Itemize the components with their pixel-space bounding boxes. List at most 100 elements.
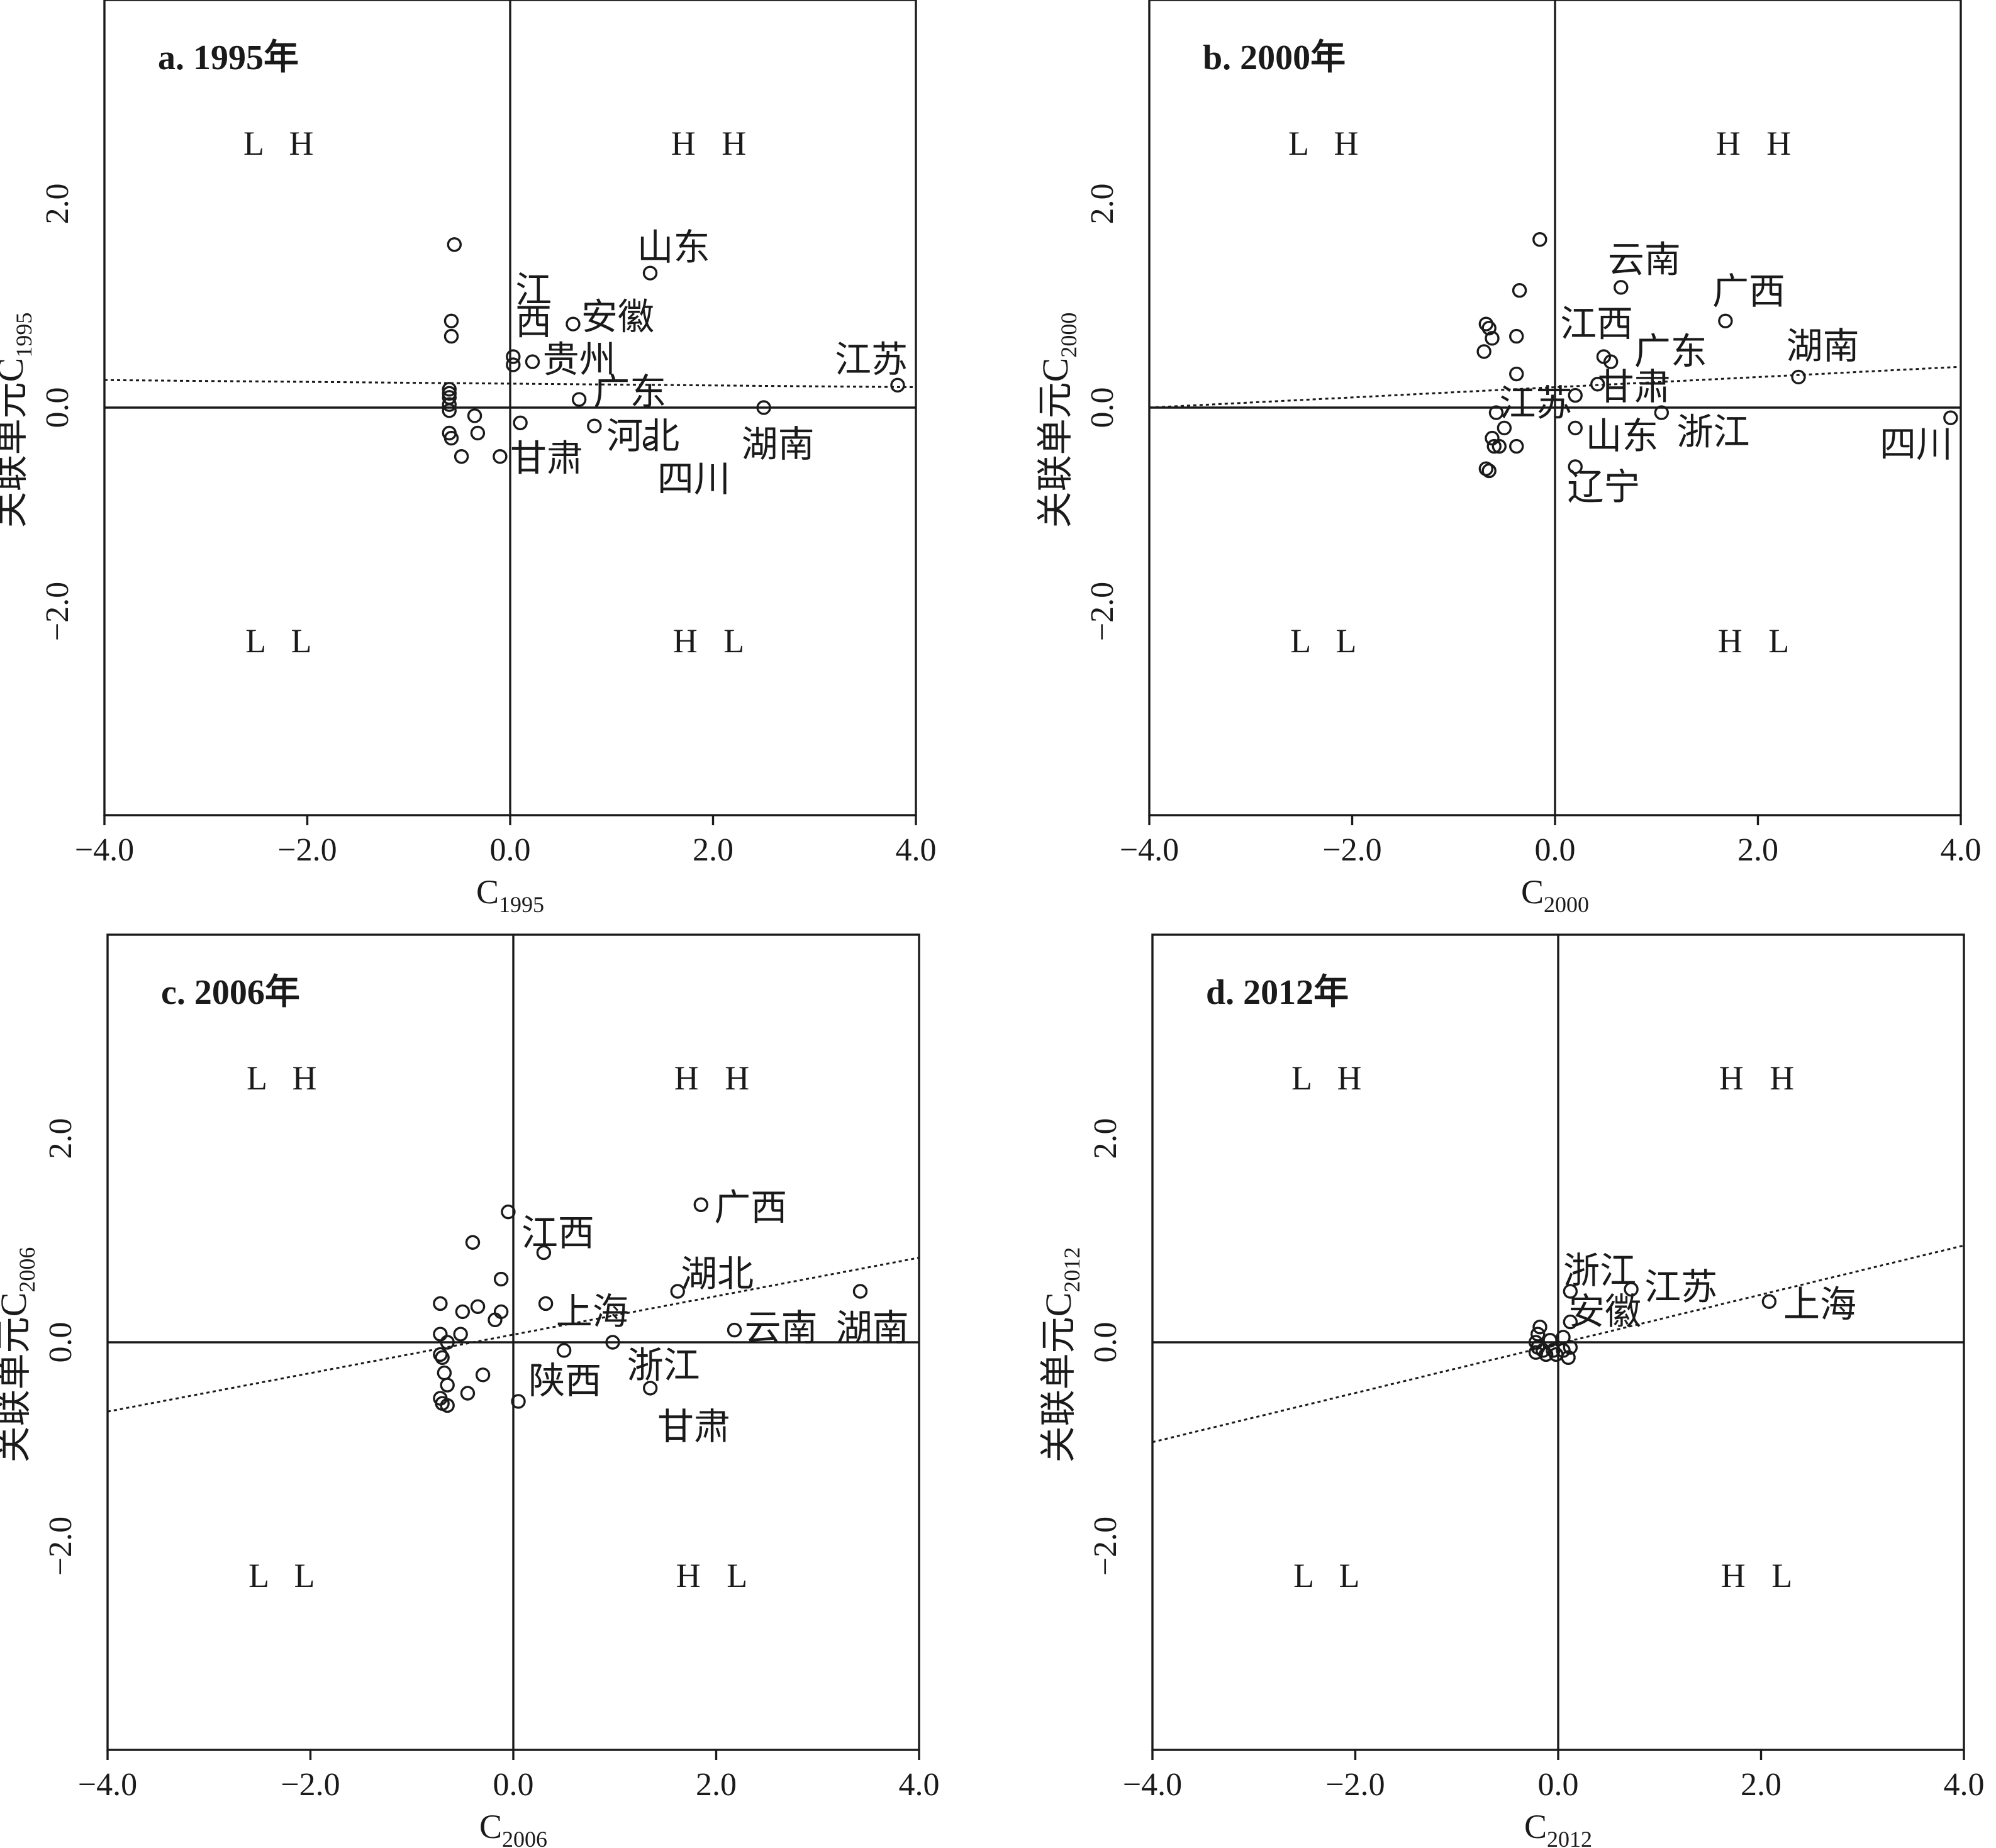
x-tick-label: −4.0 [78, 1767, 137, 1803]
data-point-浙江 [1563, 1284, 1578, 1299]
data-point [440, 1378, 455, 1393]
x-tick-label: 4.0 [1944, 1767, 1985, 1803]
panel-c: −4.0 −2.0 0.0 2.0 4.0 −2.0 0.0 2.0 C2006 关联单元C200… [0, 933, 940, 1848]
data-point-河北 [587, 418, 602, 433]
quadrant-label-lh: L H [1291, 1059, 1370, 1097]
panel-a: −4.0 −2.0 0.0 2.0 4.0 −2.0 0.0 2.0 C1995 关联单元C199… [0, 0, 937, 917]
data-point [1491, 438, 1507, 454]
data-point [1509, 366, 1524, 382]
data-point [493, 449, 508, 464]
y-tick-label: −2.0 [43, 1517, 79, 1576]
quadrant-label-ll: L L [1293, 1557, 1368, 1595]
data-point [1486, 438, 1502, 454]
quadrant-label-hh: H H [674, 1059, 759, 1097]
data-point-上海 [1761, 1294, 1777, 1309]
point-label: 四川 [657, 459, 730, 499]
data-point [511, 1394, 526, 1409]
x-tick-label: 4.0 [1941, 832, 1982, 868]
data-point-上海 [538, 1296, 554, 1311]
panel-title: c. 2006年 [161, 973, 300, 1012]
point-label: 云南 [1608, 240, 1681, 281]
data-point [1532, 232, 1547, 247]
data-point [465, 1235, 481, 1250]
point-label: 江西 [521, 1213, 594, 1254]
data-point-甘肃 [1590, 377, 1605, 392]
x-axis-title: C2000 [1521, 873, 1589, 917]
point-label: 湖南 [836, 1308, 909, 1349]
data-point-甘肃 [642, 1381, 658, 1396]
data-point [488, 1312, 503, 1328]
point-label: 广东 [593, 372, 666, 413]
data-point [1528, 1345, 1544, 1360]
y-tick-label: −2.0 [1088, 1517, 1123, 1576]
point-label: 河北 [606, 416, 679, 457]
data-point [442, 403, 457, 418]
data-point [513, 415, 528, 430]
point-label: 上海 [1783, 1284, 1856, 1325]
x-tick-label: −2.0 [1322, 832, 1381, 868]
data-point [443, 430, 459, 446]
quadrant-label-hl: H L [1718, 622, 1798, 660]
data-point-江苏 [890, 377, 905, 393]
point-label: 江苏 [1644, 1267, 1717, 1308]
data-point-广东 [1603, 354, 1619, 369]
point-label: 甘肃 [657, 1406, 730, 1447]
y-tick-label: 0.0 [1088, 1322, 1123, 1363]
panel-title: d. 2012年 [1206, 973, 1349, 1012]
x-axis-title: C1995 [476, 873, 544, 917]
data-point [506, 349, 521, 364]
x-tick-label: 2.0 [1741, 1767, 1781, 1803]
data-point [433, 1347, 448, 1362]
data-point [442, 386, 457, 401]
data-point [433, 1327, 448, 1342]
data-point [501, 1204, 516, 1220]
point-label: 浙江 [1677, 411, 1750, 452]
data-point [443, 313, 459, 328]
data-point [1481, 320, 1497, 336]
point-label: 广西 [714, 1188, 787, 1228]
point-label: 四川 [1880, 424, 1953, 465]
data-point [437, 1365, 452, 1381]
data-point [1532, 1319, 1547, 1335]
y-axis-title: 关联单元C2012 [1038, 1247, 1084, 1463]
quadrant-label-hl: H L [1721, 1557, 1801, 1595]
x-axis-title: C2006 [479, 1808, 547, 1848]
x-tick-label: 4.0 [896, 832, 937, 868]
point-label: 辽宁 [1567, 467, 1640, 508]
data-point [1488, 405, 1504, 420]
data-point-云南 [1614, 280, 1629, 295]
quadrant-label-ll: L L [245, 622, 320, 660]
data-point [1512, 283, 1527, 298]
data-point [1476, 344, 1491, 359]
y-tick-label: 2.0 [1088, 1118, 1123, 1159]
point-label: 浙江 [1563, 1250, 1636, 1291]
point-label: 江西 [1560, 304, 1633, 345]
point-label: 江 [515, 270, 552, 311]
data-point [1509, 328, 1524, 344]
point-label: 广西 [1712, 271, 1785, 312]
data-point-广西 [693, 1197, 709, 1213]
data-point [1478, 316, 1494, 331]
point-label: 安徽 [1568, 1291, 1641, 1332]
y-axis-title: 关联单元C2000 [1035, 313, 1081, 528]
data-point-湖南 [756, 400, 771, 415]
data-point [440, 1398, 455, 1413]
quadrant-label-hh: H H [671, 125, 755, 162]
data-point-山东 [642, 265, 658, 281]
quadrant-label-hh: H H [1719, 1059, 1804, 1097]
quadrant-label-ll: L L [248, 1557, 323, 1595]
x-tick-label: −4.0 [1123, 1767, 1182, 1803]
data-point [470, 425, 486, 441]
regression-trendline [107, 1257, 920, 1413]
data-point [455, 1304, 471, 1320]
point-label: 湖南 [742, 424, 815, 465]
data-point [443, 328, 459, 344]
point-label: 安徽 [581, 296, 654, 337]
point-label: 陕西 [528, 1361, 601, 1401]
data-point-陕西 [556, 1343, 572, 1358]
data-point [460, 1386, 476, 1401]
x-tick-label: 0.0 [1535, 832, 1576, 868]
data-point-四川 [1943, 410, 1958, 425]
quadrant-label-hl: H L [673, 622, 753, 660]
